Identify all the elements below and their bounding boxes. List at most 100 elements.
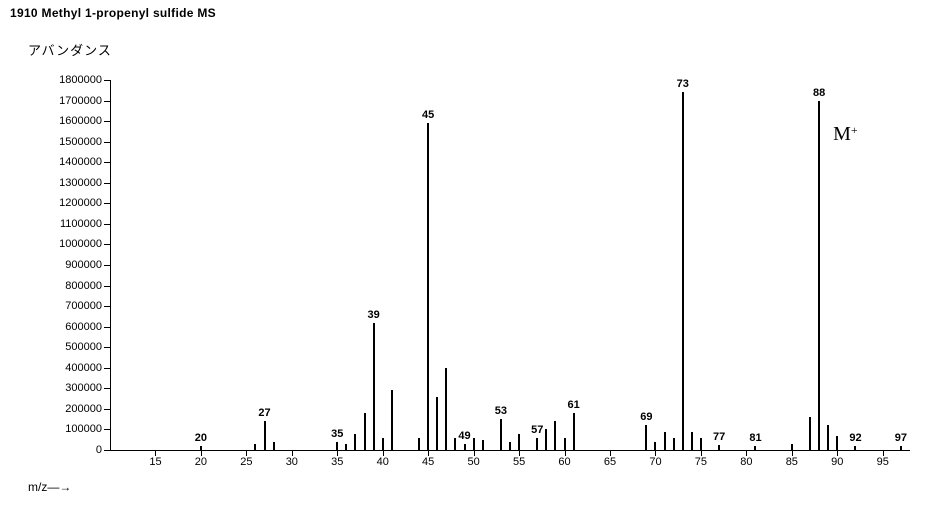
spectrum-bar (518, 434, 520, 450)
spectrum-bar (791, 444, 793, 450)
spectrum-bar (427, 123, 429, 450)
y-tick-label: 1500000 (42, 136, 102, 148)
spectrum-bar (373, 323, 375, 450)
spectrum-bar (718, 445, 720, 450)
x-tick-label: 85 (786, 456, 798, 468)
peak-label: 92 (849, 432, 861, 444)
y-tick (104, 327, 110, 328)
spectrum-bar (382, 438, 384, 450)
molecular-ion-m: M (833, 123, 851, 145)
y-tick (104, 224, 110, 225)
spectrum-bar (264, 421, 266, 450)
x-tick-label: 45 (422, 456, 434, 468)
x-tick-label: 40 (377, 456, 389, 468)
peak-label: 81 (749, 432, 761, 444)
y-tick (104, 265, 110, 266)
x-axis-label: m/z—→ (28, 480, 71, 494)
x-tick-label: 65 (604, 456, 616, 468)
y-tick-label: 1700000 (42, 95, 102, 107)
spectrum-bar (754, 446, 756, 450)
spectrum-bar (700, 438, 702, 450)
y-tick (104, 347, 110, 348)
y-tick-label: 900000 (42, 259, 102, 271)
y-tick (104, 142, 110, 143)
x-tick-label: 25 (240, 456, 252, 468)
spectrum-bar (691, 432, 693, 451)
x-tick-label: 70 (649, 456, 661, 468)
peak-label: 88 (813, 87, 825, 99)
peak-label: 45 (422, 109, 434, 121)
x-tick-label: 35 (331, 456, 343, 468)
spectrum-bar (564, 438, 566, 450)
y-tick-label: 1300000 (42, 177, 102, 189)
spectrum-bar (336, 442, 338, 450)
spectrum-bar (500, 419, 502, 450)
y-tick (104, 286, 110, 287)
y-tick-label: 100000 (42, 423, 102, 435)
y-tick-label: 800000 (42, 280, 102, 292)
spectrum-bar (827, 425, 829, 450)
y-tick (104, 244, 110, 245)
y-tick (104, 409, 110, 410)
x-tick-label: 80 (740, 456, 752, 468)
spectrum-bar (645, 425, 647, 450)
peak-label: 57 (531, 424, 543, 436)
y-tick (104, 183, 110, 184)
spectrum-bar (354, 434, 356, 450)
peak-label: 53 (495, 405, 507, 417)
y-tick (104, 80, 110, 81)
peak-label: 27 (258, 407, 270, 419)
spectrum-bar (464, 444, 466, 450)
molecular-ion-label: M+ (833, 123, 858, 146)
peak-label: 20 (195, 432, 207, 444)
y-tick-label: 1100000 (42, 218, 102, 230)
x-tick-label: 20 (195, 456, 207, 468)
y-tick (104, 306, 110, 307)
y-tick-label: 400000 (42, 362, 102, 374)
spectrum-bar (682, 92, 684, 450)
y-tick-label: 600000 (42, 321, 102, 333)
spectrum-bar (664, 432, 666, 451)
spectrum-bar (536, 438, 538, 450)
spectrum-bar (436, 397, 438, 450)
y-tick-label: 500000 (42, 341, 102, 353)
molecular-ion-plus: + (851, 123, 858, 137)
spectrum-bar (273, 442, 275, 450)
y-tick (104, 101, 110, 102)
spectrum-bar (900, 446, 902, 450)
spectrum-bar (573, 413, 575, 450)
x-tick-label: 75 (695, 456, 707, 468)
spectrum-bar (654, 442, 656, 450)
page-title: 1910 Methyl 1-propenyl sulfide MS (10, 6, 216, 20)
peak-label: 35 (331, 428, 343, 440)
y-tick-label: 1600000 (42, 115, 102, 127)
spectrum-bar (818, 101, 820, 450)
y-tick-label: 1000000 (42, 238, 102, 250)
peak-label: 77 (713, 431, 725, 443)
peak-label: 49 (458, 430, 470, 442)
spectrum-bar (454, 438, 456, 450)
spectrum-bar (445, 368, 447, 450)
spectrum-bar (418, 438, 420, 450)
y-axis (110, 80, 111, 450)
peak-label: 69 (640, 411, 652, 423)
x-tick-label: 50 (468, 456, 480, 468)
y-tick-label: 300000 (42, 382, 102, 394)
x-tick-label: 15 (149, 456, 161, 468)
x-tick-label: 60 (558, 456, 570, 468)
y-tick-label: 1800000 (42, 74, 102, 86)
spectrum-bar (809, 417, 811, 450)
x-axis (110, 450, 910, 451)
x-tick-label: 30 (286, 456, 298, 468)
spectrum-bar (254, 444, 256, 450)
peak-label: 39 (368, 309, 380, 321)
y-tick-label: 700000 (42, 300, 102, 312)
x-tick-label: 95 (877, 456, 889, 468)
spectrum-bar (509, 442, 511, 450)
y-tick (104, 388, 110, 389)
spectrum-bar (200, 446, 202, 450)
spectrum-bar (345, 444, 347, 450)
spectrum-bar (364, 413, 366, 450)
spectrum-bar (554, 421, 556, 450)
y-axis-label: アバンダンス (28, 40, 112, 59)
